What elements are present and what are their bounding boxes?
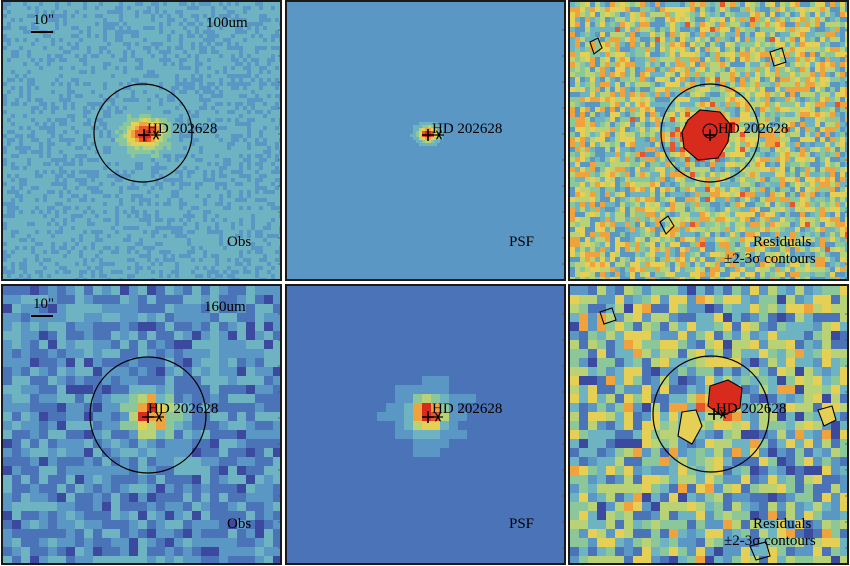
panel-caption-contours: ±2-3σ contours	[724, 533, 816, 549]
panel-caption: PSF	[509, 516, 535, 532]
panel-caption: Obs	[227, 516, 252, 532]
target-label: HD 202628	[718, 121, 789, 137]
scale-bar-line	[31, 31, 53, 33]
panel-100um-residuals: HD 202628 Residuals ±2-3σ contours	[568, 0, 849, 281]
panel-caption: PSF	[509, 234, 535, 250]
panel-caption: Residuals	[753, 234, 812, 250]
scale-label: 10"	[33, 296, 55, 312]
band-label: 160um	[204, 299, 246, 315]
residual-image-160um	[570, 286, 847, 563]
target-label: HD 202628	[716, 401, 787, 417]
panel-100um-psf: HD 202628 PSF	[285, 0, 566, 281]
target-label: HD 202628	[432, 121, 503, 137]
panel-160um-obs: 10" 160um HD 202628 Obs	[1, 284, 282, 565]
scale-bar-line	[31, 315, 53, 317]
panel-caption: Residuals	[753, 516, 812, 532]
panel-160um-psf: HD 202628 PSF	[285, 284, 566, 565]
psf-image-100um	[287, 2, 564, 279]
obs-image-100um	[3, 2, 280, 279]
target-label: HD 202628	[147, 121, 218, 137]
residual-image-100um	[570, 2, 847, 279]
panel-160um-residuals: HD 202628 Residuals ±2-3σ contours	[568, 284, 849, 565]
band-label: 100um	[206, 15, 248, 31]
psf-image-160um	[287, 286, 564, 563]
panel-caption: Obs	[227, 234, 252, 250]
target-label: HD 202628	[148, 401, 219, 417]
scale-label: 10"	[33, 12, 55, 28]
obs-image-160um	[3, 286, 280, 563]
target-label: HD 202628	[432, 401, 503, 417]
panel-caption-contours: ±2-3σ contours	[724, 251, 816, 267]
panel-100um-obs: 10" 100um HD 202628 Obs	[1, 0, 282, 281]
